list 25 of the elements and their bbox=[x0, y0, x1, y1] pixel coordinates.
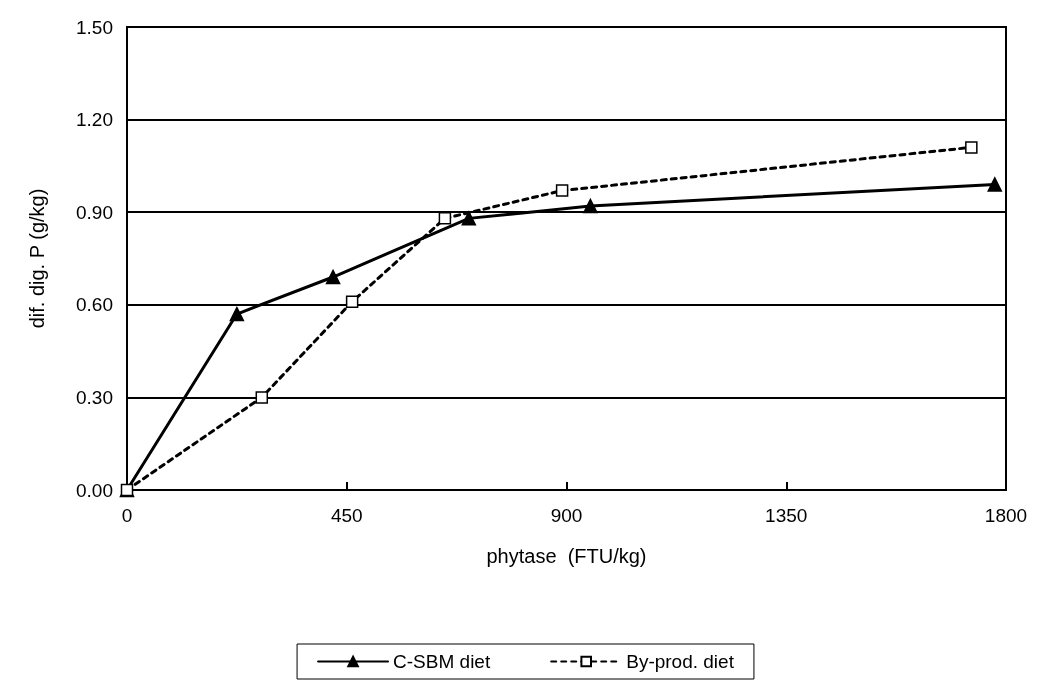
y-tick-label: 0.60 bbox=[76, 294, 113, 316]
x-tick-label: 450 bbox=[330, 505, 363, 526]
point bbox=[255, 391, 269, 404]
point bbox=[461, 211, 477, 226]
y-tick-label: 0.90 bbox=[76, 201, 113, 223]
y-tick-label: 1.20 bbox=[76, 109, 113, 131]
point bbox=[438, 212, 452, 225]
y-tick-label: 0.00 bbox=[76, 479, 113, 501]
x-tick-label: 0 bbox=[121, 505, 133, 526]
x-tick-label: 1350 bbox=[765, 505, 808, 526]
point bbox=[229, 306, 245, 322]
point bbox=[583, 198, 598, 214]
point bbox=[555, 184, 569, 197]
x-tick-label: 900 bbox=[550, 505, 583, 526]
x-axis-title: phytase (FTU/kg) bbox=[486, 545, 647, 567]
x-tick-label: 1800 bbox=[984, 505, 1028, 526]
legend-label: By-prod. diet bbox=[626, 651, 735, 672]
y-tick-label: 1.50 bbox=[76, 16, 113, 38]
point bbox=[345, 295, 359, 308]
y-tick-label: 0.30 bbox=[76, 386, 113, 408]
point bbox=[987, 177, 1003, 192]
y-axis-title: dif. dig. P (g/kg) bbox=[26, 188, 48, 329]
legend-label: C-SBM diet bbox=[393, 651, 491, 672]
point bbox=[965, 141, 978, 154]
point bbox=[325, 269, 341, 285]
